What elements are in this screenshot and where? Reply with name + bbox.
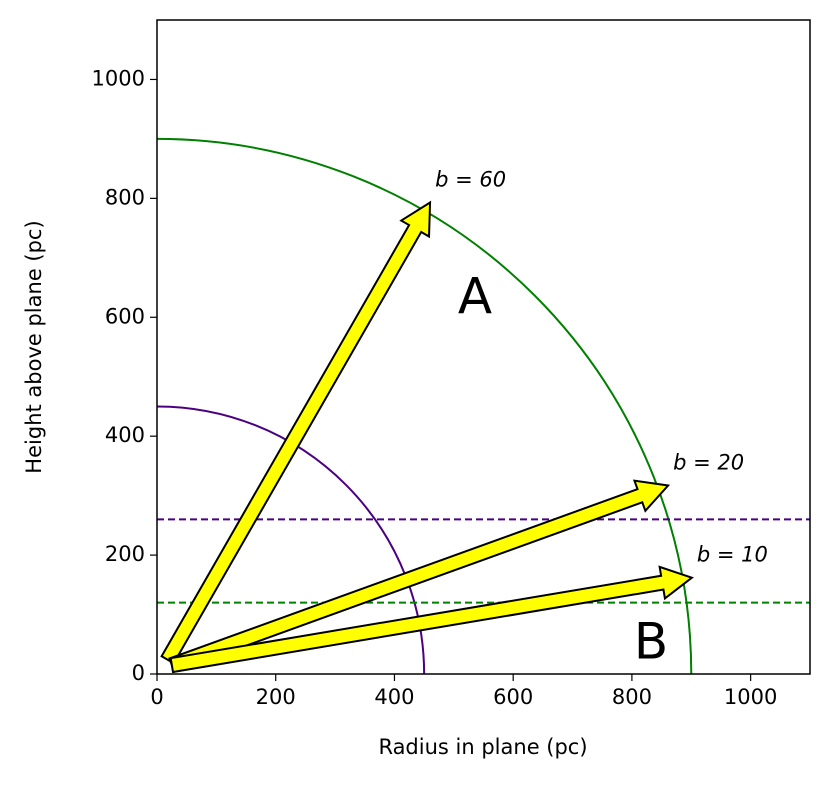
- x-axis-label: Radius in plane (pc): [378, 735, 587, 759]
- region-label: A: [458, 268, 492, 326]
- plot-frame: [156, 19, 811, 675]
- x-tick-label: 1000: [724, 685, 777, 709]
- y-tick-label: 800: [105, 185, 145, 209]
- arrow: [169, 565, 694, 674]
- x-tick-label: 400: [374, 685, 414, 709]
- y-tick-label: 600: [105, 304, 145, 328]
- y-tick-label: 400: [105, 423, 145, 447]
- x-tick-label: 600: [493, 685, 533, 709]
- arc: [156, 137, 693, 675]
- arrow: [160, 200, 432, 665]
- y-tick-label: 0: [132, 661, 145, 685]
- y-axis-label: Height above plane (pc): [22, 220, 46, 473]
- y-tick-label: 1000: [92, 66, 145, 90]
- x-tick-label: 0: [150, 685, 163, 709]
- y-tick-label: 200: [105, 542, 145, 566]
- x-tick-label: 800: [612, 685, 652, 709]
- arrow-label: b = 60: [435, 168, 506, 192]
- arrow-label: b = 20: [673, 451, 744, 475]
- arrow-label: b = 10: [697, 543, 768, 567]
- arc: [156, 405, 426, 675]
- arrow: [168, 479, 671, 673]
- x-tick-label: 200: [256, 685, 296, 709]
- region-label: B: [634, 613, 668, 671]
